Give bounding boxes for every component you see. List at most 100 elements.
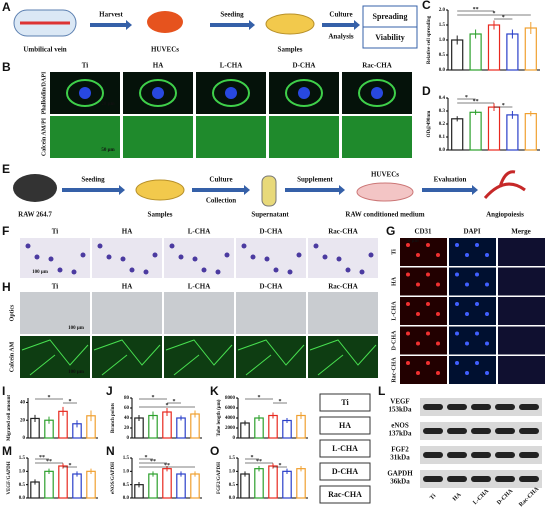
calcein-tube-image [308, 336, 378, 378]
significance: * [258, 395, 261, 401]
migrated-cell [264, 256, 270, 262]
panel-letter: H [2, 280, 11, 294]
arrow-head [249, 20, 255, 30]
column-label: DAPI [463, 228, 480, 236]
panel-letter: M [2, 444, 12, 458]
migrated-cell [296, 252, 302, 258]
migrated-cell [143, 269, 149, 275]
migrated-cell [336, 256, 342, 262]
y-tick-label: 0.5 [439, 53, 446, 58]
label: Optics [9, 304, 15, 321]
nucleus [371, 87, 383, 99]
migrated-cell [129, 267, 135, 273]
band-name: eNOS [391, 422, 409, 430]
cd31-signal [436, 253, 440, 257]
tube-network [309, 339, 377, 376]
tube-network [93, 339, 161, 376]
bar [451, 118, 464, 151]
band-name: FGF2 [391, 446, 409, 454]
lane-label: D-CHA [496, 488, 515, 507]
dapi-signal [455, 361, 459, 365]
cd31-signal [416, 253, 420, 257]
node-label: Umbilical vein [23, 46, 66, 54]
legend-entry: Rac-CHA [328, 490, 362, 499]
migrated-cell [169, 243, 175, 249]
significance: * [173, 399, 176, 405]
y-tick-label: 20 [124, 426, 130, 431]
cd31-signal [426, 243, 430, 247]
y-axis-label: Branch points [111, 403, 116, 433]
arrow-head [126, 20, 132, 30]
band [447, 476, 467, 482]
band-name: GAPDH [387, 470, 413, 478]
significance: * [152, 395, 155, 401]
dapi-signal [455, 331, 459, 336]
transwell-image [236, 238, 306, 278]
calcein-tube-image [20, 336, 90, 378]
dapi-signal [485, 282, 489, 287]
column-label: Merge [511, 228, 530, 236]
y-tick-label: 2.0 [439, 8, 446, 13]
label: 20 μm [101, 102, 115, 107]
y-tick-label: 0.5 [19, 483, 26, 488]
cell [139, 79, 177, 107]
migrated-cell [287, 269, 293, 275]
arrow-head [244, 185, 250, 195]
cd31-signal [426, 302, 430, 306]
significance: * [502, 15, 505, 21]
y-tick-label: 1.0 [439, 38, 446, 43]
if-image [449, 238, 496, 266]
y-axis-label: VEGF/GAPDH [7, 461, 12, 494]
migrated-cell [313, 243, 319, 249]
dapi-signal [485, 341, 489, 346]
migrated-cell [192, 256, 198, 262]
bar [44, 470, 54, 499]
column-label: L-CHA [188, 283, 211, 291]
if-image [449, 356, 496, 384]
y-tick-label: 1.0 [123, 469, 130, 474]
cd31-signal [426, 331, 430, 336]
if-image [400, 238, 447, 266]
band [519, 404, 539, 410]
dapi-signal [455, 272, 459, 277]
column-label: D-CHA [260, 228, 283, 236]
tube-network [237, 339, 305, 376]
band-size: 153kDa [389, 406, 412, 414]
migrated-cell [201, 267, 207, 273]
legend-entry: L-CHA [332, 444, 358, 453]
cd31-signal [416, 371, 420, 375]
label: Culture [329, 11, 352, 19]
bar [58, 465, 68, 499]
y-tick-label: 1.5 [229, 456, 236, 461]
cell [66, 79, 104, 107]
panel-letter: L [378, 384, 385, 398]
calcein-tube-image [92, 336, 162, 378]
column-label: HA [153, 62, 164, 70]
bar [469, 33, 482, 71]
significance: * [493, 11, 496, 17]
significance: * [279, 399, 282, 405]
y-tick-label: 0.3 [439, 109, 446, 114]
y-axis-label: eNOS/GAPDH [111, 462, 116, 494]
y-tick-label: 0.0 [229, 496, 236, 501]
y-tick-label: 2000 [225, 426, 236, 431]
if-image [400, 297, 447, 325]
bar [190, 413, 200, 439]
cd31-signal [436, 282, 440, 287]
label: Spreading [373, 12, 408, 21]
dapi-signal [475, 243, 479, 247]
if-image [498, 326, 545, 355]
significance: * [251, 455, 254, 461]
significance: ** [46, 459, 52, 465]
cell [212, 79, 250, 107]
y-tick-label: 0.0 [439, 148, 446, 153]
significance: * [69, 399, 72, 405]
optics-image [308, 292, 378, 334]
band [495, 452, 515, 458]
y-tick-label: 40 [124, 416, 130, 421]
arrow-head [354, 20, 360, 30]
nucleus [225, 87, 237, 99]
bar [268, 465, 278, 499]
column-label: D-CHA [260, 283, 283, 291]
migrated-cell [368, 252, 374, 258]
